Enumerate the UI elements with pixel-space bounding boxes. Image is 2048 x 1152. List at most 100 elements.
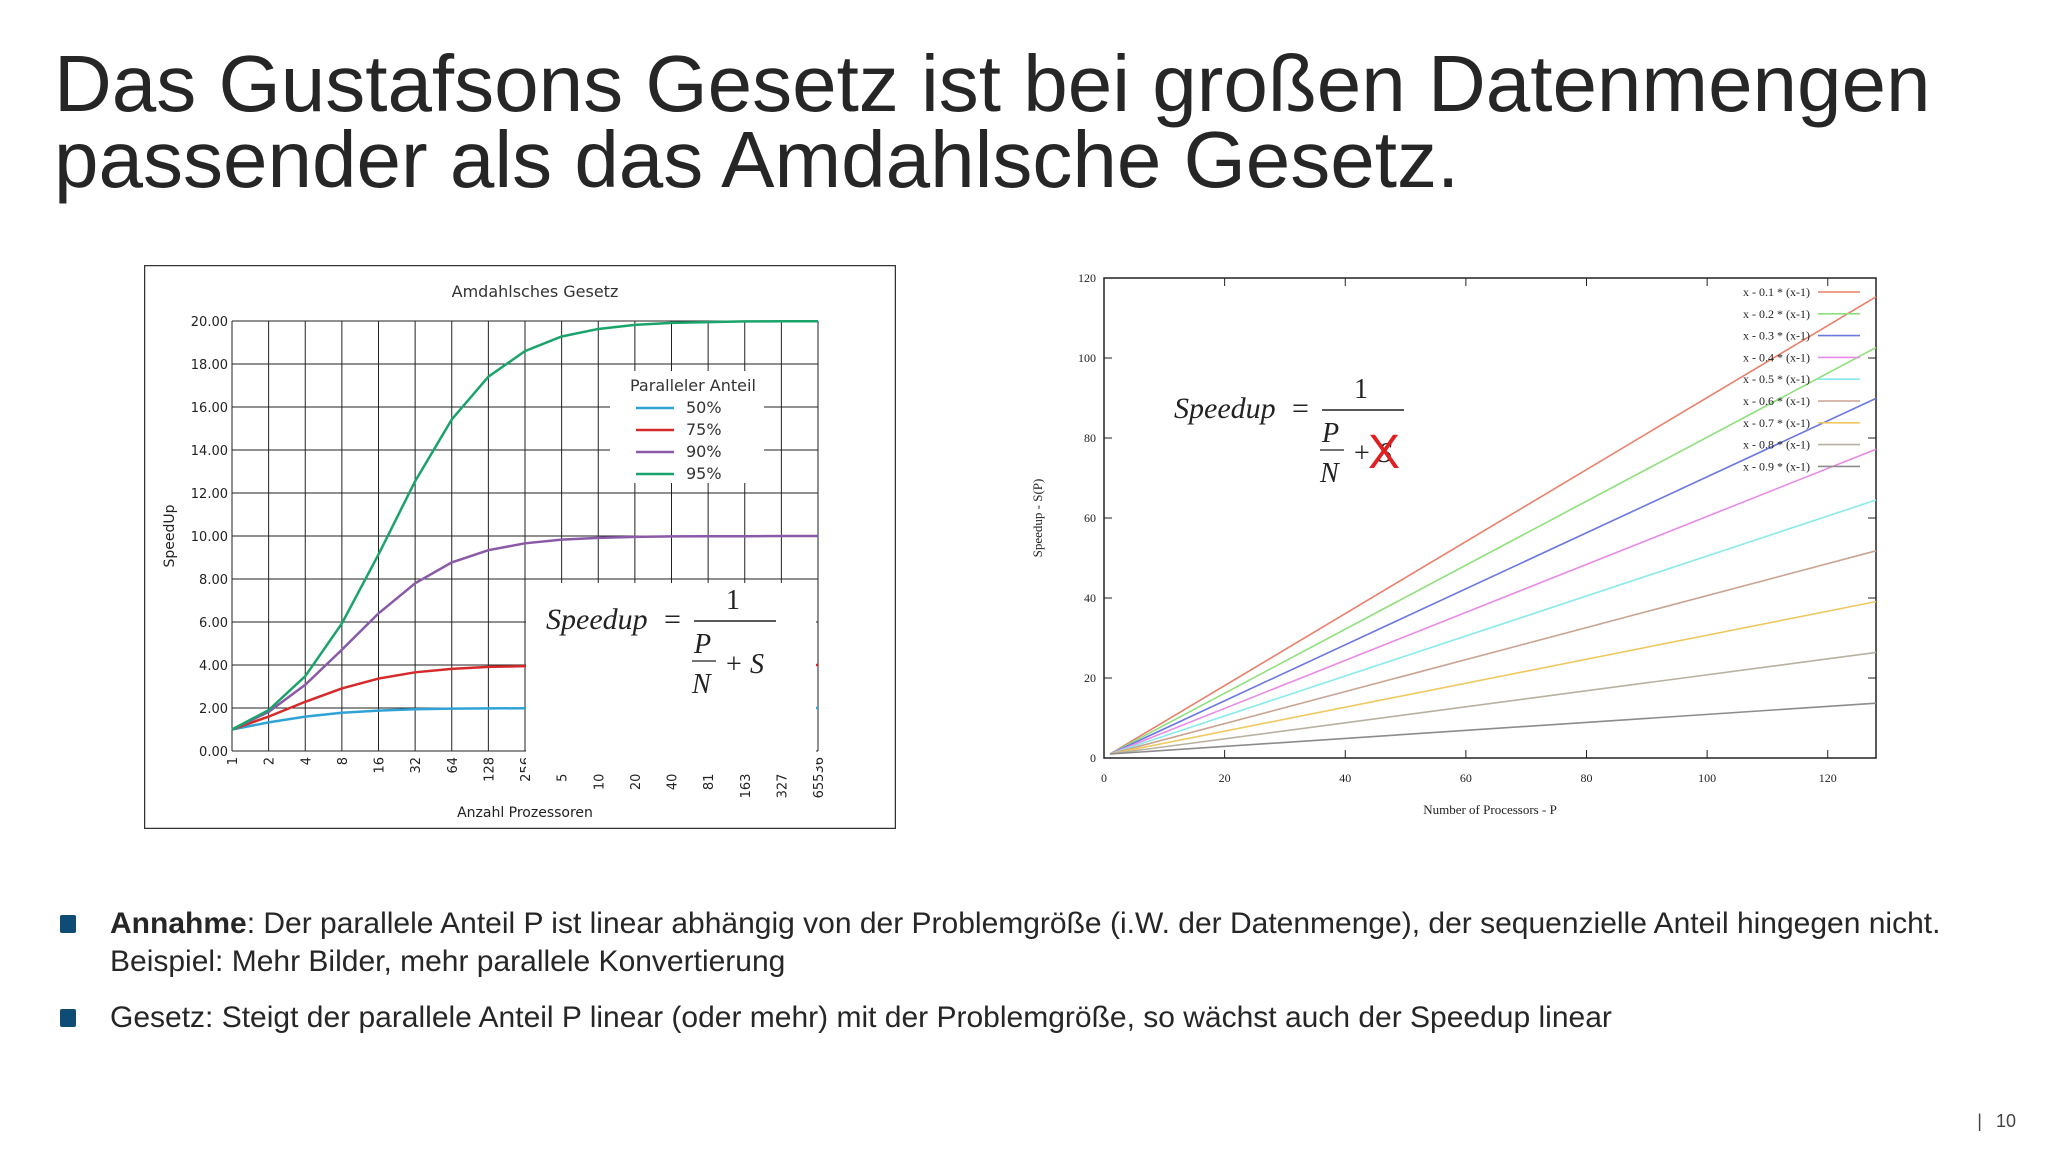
gustafson-series-3 [1109, 397, 1877, 755]
gustafson-xtick-label: 60 [1460, 771, 1472, 785]
gustafson-legend-label: x - 0.9 * (x-1) [1743, 459, 1810, 473]
gustafson-series-1 [1109, 296, 1877, 755]
amdahl-formula-den-den: N [691, 669, 712, 700]
amdahl-ytick-label: 8.00 [199, 573, 228, 588]
amdahl-ytick-label: 16.00 [191, 401, 228, 416]
amdahl-series-95pct [231, 319, 818, 731]
gustafson-series-6 [1109, 550, 1877, 755]
gustafson-series-5 [1109, 499, 1877, 755]
gustafson-xtick-label: 80 [1581, 771, 1593, 785]
gustafson-ylabel: Speedup - S(P) [1030, 479, 1045, 558]
gustafson-ytick-label: 80 [1084, 431, 1096, 445]
gustafson-legend-label: x - 0.4 * (x-1) [1743, 350, 1810, 364]
gustafson-formula-lhs: Speedup [1174, 392, 1276, 425]
gustafson-series-2 [1109, 346, 1877, 755]
gustafson-chart-panel: 0 20 40 60 80 100 120 0 20 40 60 80 100 120 Number of … [1024, 262, 1904, 832]
page-separator: | [1977, 1111, 1982, 1131]
amdahl-xtick-label: 32 [409, 757, 424, 774]
gustafson-legend: x - 0.1 * (x-1) x - 0.2 * (x-1) x - 0.3 * … [1743, 285, 1860, 473]
amdahl-ytick-label: 10.00 [191, 530, 228, 545]
bullet-bold-label: Annahme [110, 907, 247, 940]
gustafson-legend-label: x - 0.7 * (x-1) [1743, 416, 1810, 430]
gustafson-legend-label: x - 0.6 * (x-1) [1743, 394, 1810, 408]
gustafson-formula-struck-mark: X [1368, 426, 1400, 479]
amdahl-xtick-label: 1 [226, 757, 241, 765]
gustafson-ytick-label: 0 [1090, 751, 1096, 765]
amdahl-chart-panel: Amdahlsches Gesetz 0.00 2.00 4.00 6.00 8.00 10… [144, 265, 896, 829]
amdahl-ytick-label: 14.00 [191, 444, 228, 459]
gustafson-ytick-label: 40 [1084, 591, 1096, 605]
amdahl-ytick-label: 20.00 [191, 315, 228, 330]
amdahl-legend: Paralleler Anteil 50% 75% 90% 95% [610, 371, 764, 483]
bullet-text: Gesetz: Steigt der parallele Anteil P li… [110, 1001, 1612, 1034]
amdahl-ytick-label: 6.00 [199, 616, 228, 631]
gustafson-formula-den-num: P [1321, 418, 1339, 449]
gustafson-ytick-label: 20 [1084, 671, 1096, 685]
gustafson-ytick-label: 60 [1084, 511, 1096, 525]
gustafson-legend-label: x - 0.2 * (x-1) [1743, 307, 1810, 321]
gustafson-formula-plus: + [1354, 438, 1370, 469]
amdahl-ytick-label: 18.00 [191, 358, 228, 373]
bullet-marker [60, 1009, 76, 1027]
gustafson-xtick-label: 0 [1101, 771, 1107, 785]
page-number-value: 10 [1995, 1111, 2016, 1131]
gustafson-formula-term: S [1378, 438, 1392, 469]
bullet-law: Gesetz: Steigt der parallele Anteil P li… [58, 999, 1998, 1037]
gustafson-legend-label: x - 0.3 * (x-1) [1743, 329, 1810, 343]
gustafson-legend-label: x - 0.5 * (x-1) [1743, 372, 1810, 386]
amdahl-formula-eq: = [664, 603, 681, 636]
bullet-text: : Der parallele Anteil P ist linear abhä… [110, 907, 1941, 978]
amdahl-ylabel: SpeedUp [162, 504, 178, 567]
amdahl-formula-term: S [750, 649, 764, 680]
title-line-1: Das Gustafsons Gesetz ist bei großen Dat… [54, 39, 1931, 128]
gustafson-xtick-label: 100 [1698, 771, 1716, 785]
amdahl-xtick-label: 2 [263, 757, 278, 765]
gustafson-formula-den-den: N [1319, 458, 1340, 489]
gustafson-formula-bg [1168, 362, 1448, 492]
bullet-list: Annahme: Der parallele Anteil P ist line… [58, 905, 1998, 1055]
amdahl-xtick-label: 128 [482, 757, 497, 782]
amdahl-ytick-label: 12.00 [191, 487, 228, 502]
gustafson-legend-label: x - 0.1 * (x-1) [1743, 285, 1810, 299]
amdahl-formula-den-num: P [693, 629, 711, 660]
amdahl-xlabel: Anzahl Prozessoren [457, 805, 593, 821]
gustafson-series-7 [1109, 600, 1877, 755]
bullet-marker [60, 915, 76, 933]
amdahl-legend-bg [610, 371, 764, 483]
amdahl-legend-label: 95% [686, 464, 722, 483]
amdahl-xtick-label: 8 [336, 757, 351, 765]
gustafson-xtick-label: 20 [1219, 771, 1231, 785]
amdahl-xtick-label: 64 [446, 757, 461, 774]
gustafson-formula: Speedup = 1PN + S [1174, 374, 1404, 489]
gustafson-xtick-label: 40 [1339, 771, 1351, 785]
amdahl-ytick-label: 4.00 [199, 659, 228, 674]
amdahl-formula-numerator: 1 [726, 585, 740, 616]
slide-title: Das Gustafsons Gesetz ist bei großen Dat… [54, 39, 2004, 204]
gustafson-xlabel: Number of Processors - P [1423, 802, 1557, 817]
gustafson-legend-label: x - 0.8 * (x-1) [1743, 438, 1810, 452]
amdahl-chart: Amdahlsches Gesetz 0.00 2.00 4.00 6.00 8.00 10… [144, 265, 896, 829]
amdahl-xtick-label: 16 [373, 757, 388, 774]
gustafson-ytick-label: 120 [1078, 271, 1096, 285]
amdahl-ytick-label: 2.00 [199, 702, 228, 717]
gustafson-series-4 [1109, 448, 1877, 755]
gustafson-formula-numerator: 1 [1354, 374, 1368, 405]
gustafson-series-9 [1109, 702, 1877, 755]
amdahl-xtick-label: 4 [299, 757, 314, 765]
amdahl-formula-lhs: Speedup [546, 603, 648, 636]
amdahl-formula-bg [526, 583, 816, 773]
gustafson-formula-eq: = [1292, 392, 1309, 425]
gustafson-xtick-label: 120 [1819, 771, 1837, 785]
amdahl-ytick-label: 0.00 [199, 745, 228, 760]
title-line-2: passender als das Amdahlsche Gesetz. [54, 115, 1460, 204]
amdahl-formula-plus: + [726, 649, 742, 680]
amdahl-legend-label: 75% [686, 420, 722, 439]
amdahl-legend-title: Paralleler Anteil [630, 376, 756, 395]
amdahl-series-90pct [231, 534, 818, 731]
bullet-assumption: Annahme: Der parallele Anteil P ist line… [58, 905, 1998, 981]
amdahl-legend-label: 90% [686, 442, 722, 461]
gustafson-chart: 0 20 40 60 80 100 120 0 20 40 60 80 100 120 Number of … [1030, 271, 1877, 817]
amdahl-title: Amdahlsches Gesetz [452, 282, 619, 301]
amdahl-legend-label: 50% [686, 398, 722, 417]
gustafson-ytick-label: 100 [1078, 351, 1096, 365]
